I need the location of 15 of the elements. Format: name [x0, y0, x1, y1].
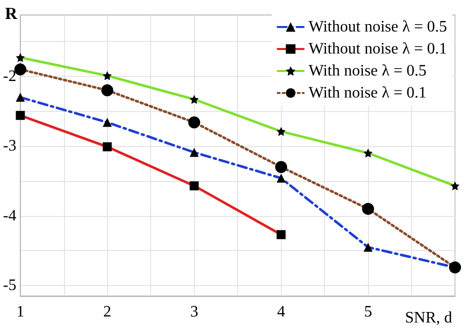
x-axis-title: SNR, d [405, 310, 452, 326]
y-tick-label: -5 [3, 277, 16, 294]
x-tick-label: 1 [16, 304, 24, 320]
chart-title: R [5, 4, 18, 23]
y-tick-label: -3 [3, 138, 16, 155]
legend-label: With noise λ = 0.1 [308, 84, 427, 102]
legend-label: With noise λ = 0.5 [308, 62, 427, 80]
x-tick-label: 3 [190, 304, 198, 320]
x-tick-label: 5 [364, 304, 372, 320]
x-tick-label: 4 [277, 304, 286, 320]
y-tick-label: -2 [3, 68, 16, 85]
y-tick-label: -4 [3, 207, 16, 224]
legend-label: Without noise λ = 0.5 [308, 18, 448, 36]
x-tick-label: 2 [103, 304, 112, 320]
legend-label: Without noise λ = 0.1 [308, 40, 448, 58]
